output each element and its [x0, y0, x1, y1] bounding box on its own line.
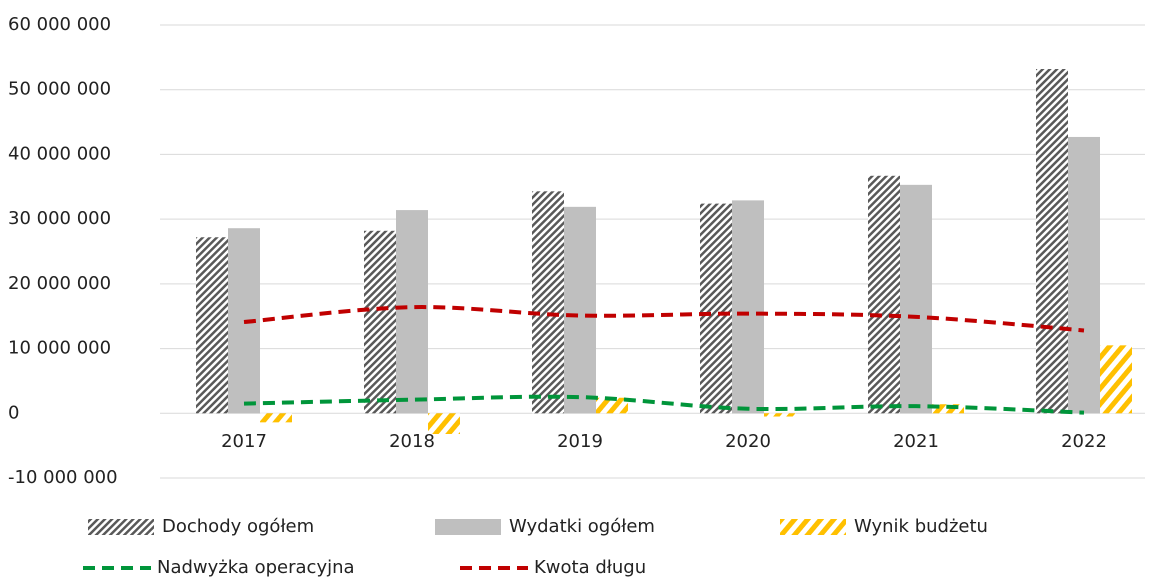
bar [900, 184, 932, 414]
legend-swatch [88, 519, 154, 535]
bar [260, 413, 292, 423]
line [243, 394, 1085, 415]
bar [596, 397, 628, 414]
legend-swatch [435, 519, 501, 535]
bar [1068, 136, 1100, 414]
y-tick-label: 10 000 000 [8, 338, 111, 359]
bar [700, 203, 732, 414]
bar [196, 237, 228, 414]
y-tick-label: 20 000 000 [8, 273, 111, 294]
y-tick-label: -10 000 000 [8, 467, 118, 488]
y-tick-label: 0 [8, 402, 19, 423]
bar [532, 191, 564, 414]
x-tick-label: 2020 [725, 431, 771, 452]
bar [1036, 69, 1068, 414]
x-tick-label: 2018 [389, 431, 435, 452]
bar [564, 206, 596, 414]
bar [732, 200, 764, 414]
bar [428, 413, 460, 434]
legend-label: Wynik budżetu [854, 516, 988, 537]
bar [764, 413, 796, 417]
y-tick-label: 50 000 000 [8, 79, 111, 100]
x-tick-label: 2019 [557, 431, 603, 452]
line [243, 305, 1085, 333]
bar [868, 175, 900, 414]
x-tick-label: 2021 [893, 431, 939, 452]
x-tick-label: 2022 [1061, 431, 1107, 452]
bar [364, 230, 396, 414]
bar [1100, 345, 1132, 414]
legend-label: Wydatki ogółem [509, 516, 655, 537]
y-tick-label: 40 000 000 [8, 143, 111, 164]
x-tick-label: 2017 [221, 431, 267, 452]
bar [396, 210, 428, 414]
legend-label: Dochody ogółem [162, 516, 314, 537]
legend-label: Nadwyżka operacyjna [157, 557, 355, 578]
y-tick-label: 60 000 000 [8, 14, 111, 35]
legend-swatch [780, 519, 846, 535]
legend-label: Kwota długu [534, 557, 646, 578]
y-tick-label: 30 000 000 [8, 208, 111, 229]
